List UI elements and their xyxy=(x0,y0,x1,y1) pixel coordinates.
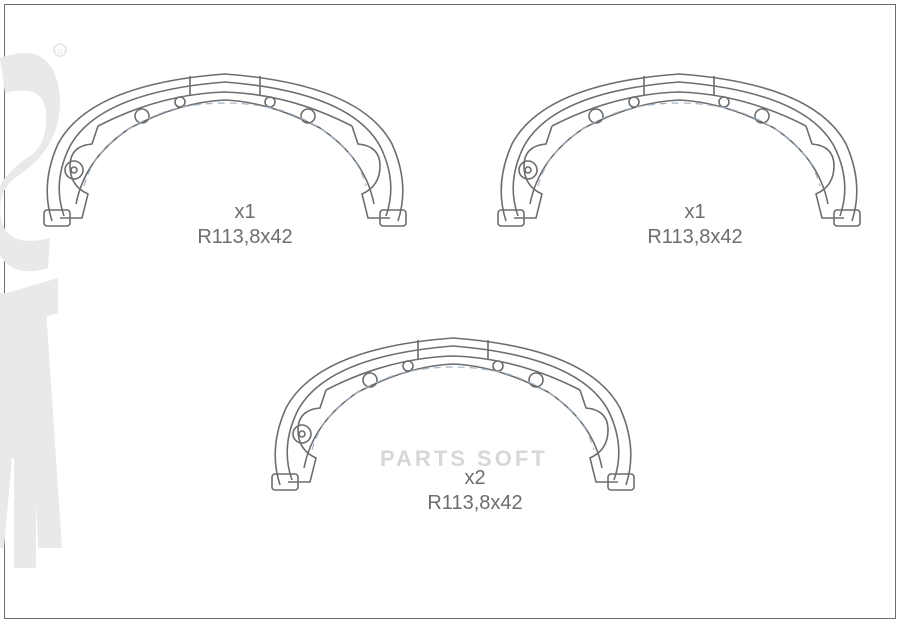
svg-text:R: R xyxy=(57,48,63,57)
spec-label-2: x1 R113,8x42 xyxy=(625,200,765,250)
qty-text: x1 xyxy=(175,200,315,225)
diagram-canvas: R xyxy=(0,0,900,623)
qty-text: x1 xyxy=(625,200,765,225)
watermark-text: PARTS SOFT xyxy=(380,446,548,472)
spec-text: R113,8x42 xyxy=(405,491,545,516)
spec-text: R113,8x42 xyxy=(175,225,315,250)
spec-text: R113,8x42 xyxy=(625,225,765,250)
spec-label-3: x2 R113,8x42 xyxy=(405,466,545,516)
spec-label-1: x1 R113,8x42 xyxy=(175,200,315,250)
